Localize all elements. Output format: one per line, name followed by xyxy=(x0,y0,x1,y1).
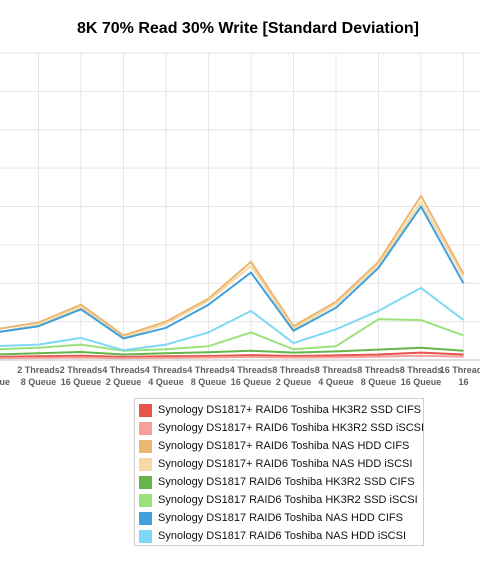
legend-swatch xyxy=(139,457,152,471)
legend-swatch xyxy=(139,511,152,525)
legend-item[interactable]: Synology DS1817+ RAID6 Toshiba NAS HDD C… xyxy=(139,437,423,455)
x-tick-label: 8 Queue xyxy=(21,377,57,387)
legend-item[interactable]: Synology DS1817 RAID6 Toshiba NAS HDD CI… xyxy=(139,509,423,527)
series-line-7 xyxy=(0,205,465,340)
x-tick-label: 16 Queue xyxy=(231,377,272,387)
legend-swatch xyxy=(139,529,152,543)
series-lines xyxy=(0,194,465,360)
legend-item[interactable]: Synology DS1817 RAID6 Toshiba HK3R2 SSD … xyxy=(139,473,423,491)
series-line-1 xyxy=(0,351,464,358)
legend-item[interactable]: Synology DS1817+ RAID6 Toshiba NAS HDD i… xyxy=(139,455,423,473)
x-tick-label: 16 Queue xyxy=(401,377,442,387)
x-tick-label: 2 Queue xyxy=(106,377,142,387)
x-tick-label: 4 Threads xyxy=(102,365,145,375)
series-line-5 xyxy=(0,346,464,356)
legend: Synology DS1817+ RAID6 Toshiba HK3R2 SSD… xyxy=(134,398,424,546)
legend-item[interactable]: Synology DS1817 RAID6 Toshiba NAS HDD iS… xyxy=(139,527,423,545)
legend-swatch xyxy=(139,439,152,453)
chart-title: 8K 70% Read 30% Write [Standard Deviatio… xyxy=(76,20,420,37)
legend-label: Synology DS1817 RAID6 Toshiba NAS HDD CI… xyxy=(158,512,403,524)
legend-label: Synology DS1817+ RAID6 Toshiba HK3R2 SSD… xyxy=(158,422,425,434)
legend-item[interactable]: Synology DS1817 RAID6 Toshiba HK3R2 SSD … xyxy=(139,491,423,509)
legend-label: Synology DS1817 RAID6 Toshiba HK3R2 SSD … xyxy=(158,476,415,488)
x-tick-label: 2 Threads xyxy=(60,365,103,375)
x-tick-label: 16 xyxy=(458,377,468,387)
legend-item[interactable]: Synology DS1817+ RAID6 Toshiba HK3R2 SSD… xyxy=(139,419,425,437)
x-tick-label: 4 Threads xyxy=(145,365,188,375)
legend-swatch xyxy=(139,421,152,435)
legend-swatch xyxy=(139,493,152,507)
series-line-3 xyxy=(0,194,465,337)
series-line-2 xyxy=(0,354,464,360)
x-tick-label: 8 Queue xyxy=(191,377,227,387)
x-tick-label: 16 Threads xyxy=(440,365,480,375)
x-tick-label: 8 Threads xyxy=(357,365,400,375)
x-tick-label: Queue xyxy=(0,377,10,387)
x-tick-label: 8 Threads xyxy=(315,365,358,375)
x-tick-label: 4 Threads xyxy=(230,365,273,375)
x-tick-label: 16 Queue xyxy=(61,377,102,387)
legend-label: Synology DS1817+ RAID6 Toshiba NAS HDD C… xyxy=(158,440,410,452)
legend-item[interactable]: Synology DS1817+ RAID6 Toshiba HK3R2 SSD… xyxy=(139,401,423,419)
x-tick-label: 4 Threads xyxy=(187,365,230,375)
series-line-8 xyxy=(0,286,465,352)
series-line-4 xyxy=(0,200,465,339)
legend-swatch xyxy=(139,403,152,417)
legend-label: Synology DS1817 RAID6 Toshiba HK3R2 SSD … xyxy=(158,494,418,506)
x-tick-label: 8 Threads xyxy=(400,365,443,375)
x-tick-label: 8 Threads xyxy=(272,365,315,375)
x-tick-label: 4 Queue xyxy=(148,377,184,387)
x-tick-label: 2 Threads xyxy=(17,365,60,375)
x-tick-label: 4 Queue xyxy=(318,377,354,387)
legend-label: Synology DS1817 RAID6 Toshiba NAS HDD iS… xyxy=(158,530,407,542)
series-line-6 xyxy=(0,318,464,352)
legend-label: Synology DS1817+ RAID6 Toshiba NAS HDD i… xyxy=(158,458,413,470)
x-tick-label: 2 Queue xyxy=(276,377,312,387)
legend-label: Synology DS1817+ RAID6 Toshiba HK3R2 SSD… xyxy=(158,404,422,416)
legend-swatch xyxy=(139,475,152,489)
x-tick-label: 8 Queue xyxy=(361,377,397,387)
